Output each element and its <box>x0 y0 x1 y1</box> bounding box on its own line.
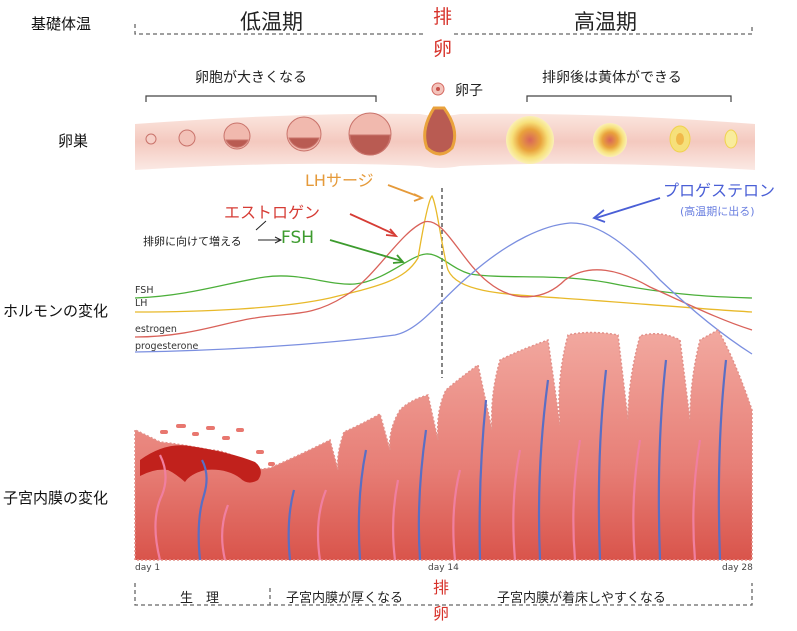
egg-label: 卵子 <box>455 83 483 99</box>
corpus-luteum-stages <box>506 116 738 164</box>
ovulation-char-top: 排 <box>433 6 453 28</box>
progesterone-callout: プロゲステロン <box>663 181 776 200</box>
menstruation-label: 生 理 <box>180 591 220 606</box>
bottom-ovulation-char-bottom: 卵 <box>433 604 450 623</box>
ovulation-char-bottom: 卵 <box>433 38 453 60</box>
high-phase-label: 高温期 <box>574 10 637 34</box>
implantation-label: 子宮内膜が着床しやすくなる <box>497 591 666 606</box>
ovary-row-label: 卵巣 <box>58 132 89 150</box>
series-label-estrogen: estrogen <box>135 324 177 335</box>
progesterone-note: (高温期に出る) <box>680 205 755 218</box>
tick-day1: day 1 <box>135 563 161 573</box>
fsh-note: 排卵に向けて増える <box>143 235 242 248</box>
follicle-bracket <box>145 95 377 102</box>
corpus-luteum-label: 排卵後は黄体ができる <box>542 70 682 86</box>
fsh-callout: FSH <box>281 228 315 248</box>
series-line-LH <box>134 194 753 313</box>
thickening-label: 子宮内膜が厚くなる <box>286 591 404 606</box>
tick-day14: day 14 <box>428 563 459 573</box>
estrogen-callout: エストロゲン <box>224 203 321 222</box>
high-phase-bracket <box>454 24 753 35</box>
shedding-fragments <box>160 424 275 466</box>
blood-vessels <box>154 359 728 561</box>
tick-day28: day 28 <box>722 563 753 573</box>
basal-temp-label: 基礎体温 <box>31 15 92 33</box>
bottom-bracket <box>134 583 753 606</box>
menstrual-shedding <box>140 445 261 483</box>
endometrium-tissue <box>134 328 753 561</box>
series-line-progesterone <box>134 222 753 355</box>
follicles <box>145 82 457 156</box>
low-phase-bracket <box>134 24 424 35</box>
series-label-progesterone: progesterone <box>135 341 199 352</box>
callout-arrows <box>255 184 661 264</box>
series-label-LH: LH <box>135 298 148 309</box>
bottom-ovulation-char-top: 排 <box>433 578 450 597</box>
follicle-growth-label: 卵胞が大きくなる <box>195 70 307 86</box>
hormone-row-label: ホルモンの変化 <box>3 302 109 320</box>
series-line-estrogen <box>134 220 753 338</box>
series-line-FSH <box>134 253 753 299</box>
luteum-bracket <box>526 95 732 102</box>
lh-surge-callout: LHサージ <box>305 171 374 190</box>
low-phase-label: 低温期 <box>240 10 303 34</box>
series-label-FSH: FSH <box>135 285 154 296</box>
endometrium-row-label: 子宮内膜の変化 <box>3 489 109 507</box>
